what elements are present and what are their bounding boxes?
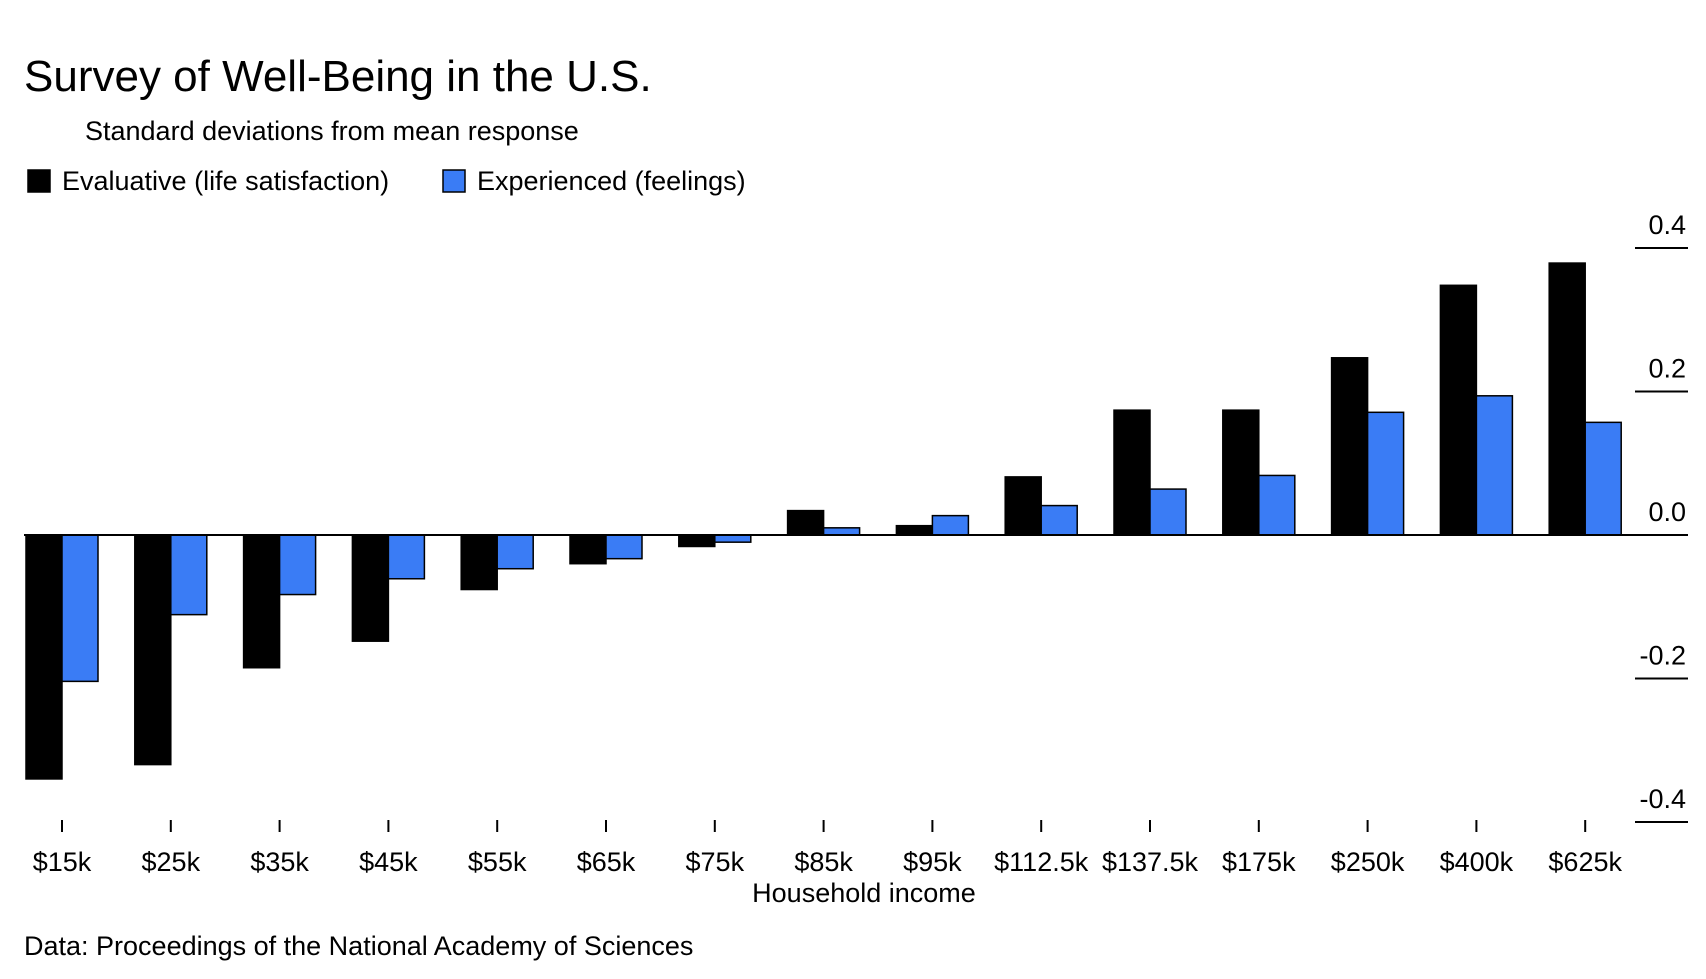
bar-evaluative (678, 534, 716, 548)
bar-experienced (605, 534, 643, 560)
x-tick-label: $137.5k (1102, 847, 1199, 877)
bar-experienced (387, 534, 426, 580)
x-axis-label: Household income (752, 878, 976, 908)
bar-evaluative (1439, 284, 1478, 536)
bar-experienced (278, 534, 317, 596)
bar-evaluative (1113, 409, 1151, 536)
x-tick-label: $95k (903, 847, 962, 877)
x-tick-label: $400k (1440, 847, 1514, 877)
x-axis: $15k $25k $35k $45k $55k $65k $75k $85k $95k $112… (33, 820, 1622, 877)
x-tick-label: $175k (1222, 847, 1296, 877)
y-tick-label: -0.2 (1639, 641, 1686, 671)
y-tick-label: 0.0 (1648, 497, 1686, 527)
y-tick-label: 0.2 (1648, 354, 1686, 384)
bar-evaluative (569, 534, 607, 565)
bar-evaluative (1004, 476, 1042, 536)
bar-experienced (822, 527, 861, 536)
x-tick-label: $25k (142, 847, 201, 877)
chart-subtitle: Standard deviations from mean response (85, 116, 579, 146)
legend-label: Experienced (feelings) (477, 166, 746, 196)
bar-evaluative (351, 534, 390, 642)
y-tick-label: -0.4 (1639, 784, 1686, 814)
legend: Evaluative (life satisfaction) Experience… (27, 166, 746, 196)
bar-evaluative (25, 534, 63, 780)
bar-experienced (714, 534, 752, 543)
bar-experienced (1366, 411, 1405, 536)
x-tick-label: $75k (686, 847, 745, 877)
bar-evaluative (460, 534, 498, 591)
bar-evaluative (1222, 409, 1260, 536)
bar-evaluative (1330, 357, 1369, 536)
x-tick-label: $250k (1331, 847, 1405, 877)
bar-experienced (1040, 504, 1078, 536)
bar-evaluative (786, 509, 825, 536)
legend-label: Evaluative (life satisfaction) (62, 166, 389, 196)
bar-evaluative (134, 534, 172, 766)
source-note: Data: Proceedings of the National Academ… (24, 931, 693, 961)
x-tick-label: $35k (250, 847, 309, 877)
chart-title: Survey of Well-Being in the U.S. (24, 52, 652, 101)
x-tick-label: $65k (577, 847, 636, 877)
bar-experienced (1475, 395, 1514, 536)
legend-item: Experienced (feelings) (442, 166, 746, 196)
y-axis: 0.4 0.2 0.0 -0.2 -0.4 (1635, 210, 1688, 823)
legend-item: Evaluative (life satisfaction) (27, 166, 389, 196)
bar-experienced (931, 514, 970, 536)
bar-experienced (170, 534, 208, 616)
bar-experienced (496, 534, 534, 570)
x-tick-label: $55k (468, 847, 527, 877)
bar-evaluative (242, 534, 281, 669)
x-tick-label: $45k (359, 847, 418, 877)
bar-evaluative (895, 524, 934, 536)
x-tick-label: $15k (33, 847, 92, 877)
bar-experienced (61, 534, 99, 683)
y-tick-label: 0.4 (1648, 210, 1686, 240)
bar-evaluative (1548, 262, 1586, 536)
x-tick-label: $112.5k (994, 847, 1089, 877)
x-tick-label: $85k (794, 847, 853, 877)
x-tick-label: $625k (1548, 847, 1622, 877)
bar-experienced (1258, 474, 1296, 536)
legend-swatch (442, 169, 466, 193)
bars (25, 262, 1622, 780)
legend-swatch (27, 169, 51, 193)
bar-experienced (1584, 421, 1622, 536)
bar-experienced (1149, 488, 1187, 536)
